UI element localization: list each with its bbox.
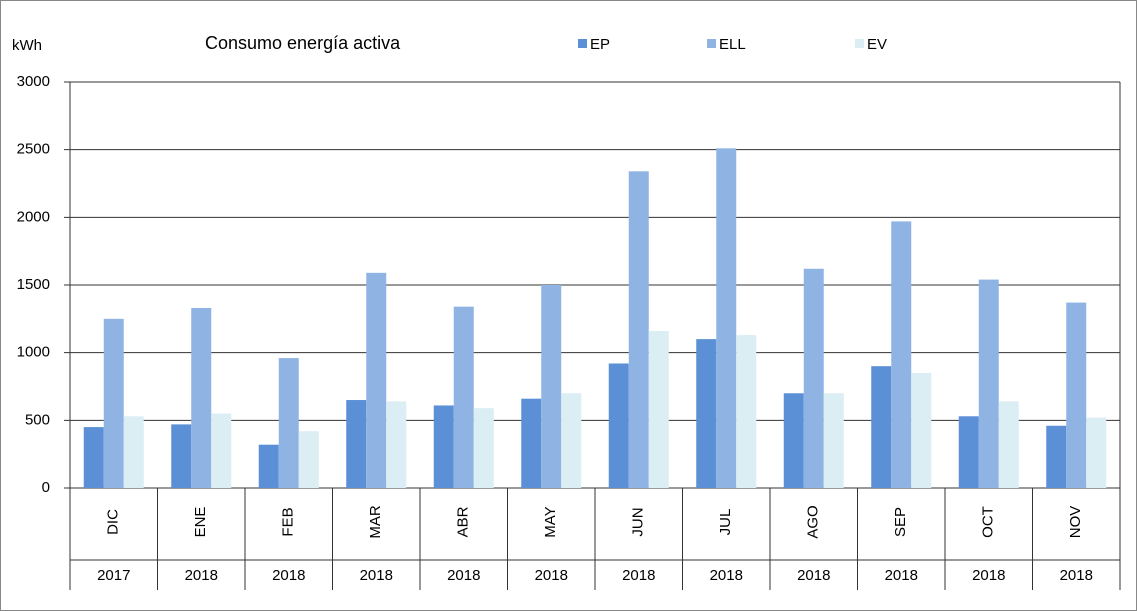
x-tick-label: OCT — [980, 506, 997, 538]
bar — [783, 393, 804, 488]
bar — [453, 306, 474, 488]
bar — [433, 405, 454, 488]
bar — [871, 366, 892, 488]
x-group-label: 2018 — [447, 567, 480, 584]
y-tick-label: 1500 — [17, 276, 50, 293]
bar — [83, 427, 104, 488]
x-group-label: 2018 — [360, 567, 393, 584]
x-group-label: 2017 — [97, 567, 130, 584]
y-tick-label: 2500 — [17, 141, 50, 158]
y-tick-label: 2000 — [17, 208, 50, 225]
x-tick-label: JUL — [717, 509, 734, 536]
x-tick-label: MAY — [542, 506, 559, 537]
chart-title: Consumo energía activa — [205, 33, 401, 53]
x-group-label: 2018 — [1060, 567, 1093, 584]
x-group-label: 2018 — [885, 567, 918, 584]
x-tick-label: ABR — [455, 506, 472, 537]
bar — [521, 398, 542, 488]
y-tick-label: 1000 — [17, 344, 50, 361]
x-tick-label: DIC — [105, 509, 122, 535]
bar — [803, 268, 824, 488]
bar — [386, 401, 407, 488]
legend-swatch — [578, 39, 587, 48]
bar — [998, 401, 1019, 488]
bar — [608, 363, 629, 488]
bar — [1086, 417, 1107, 488]
x-tick-label: JUN — [630, 507, 647, 536]
bar — [1046, 425, 1067, 488]
y-tick-label: 0 — [42, 479, 50, 496]
bar — [911, 372, 932, 488]
bar — [278, 358, 299, 488]
legend-label: EV — [867, 36, 887, 53]
bar — [716, 148, 737, 488]
bar — [648, 331, 669, 488]
bar — [1066, 302, 1087, 488]
bar — [736, 335, 757, 488]
bar — [211, 413, 232, 488]
bar — [891, 221, 912, 489]
bar — [823, 393, 844, 488]
bar — [561, 393, 582, 488]
bar — [541, 285, 562, 488]
x-group-label: 2018 — [272, 567, 305, 584]
bar — [346, 400, 367, 488]
bar — [258, 444, 279, 488]
bar — [696, 339, 717, 488]
bar — [628, 171, 649, 488]
bar — [366, 272, 387, 488]
x-group-label: 2018 — [797, 567, 830, 584]
legend-swatch — [707, 39, 716, 48]
y-tick-label: 500 — [25, 411, 50, 428]
bar — [171, 424, 192, 488]
bar — [958, 416, 979, 488]
x-group-label: 2018 — [185, 567, 218, 584]
x-tick-label: ENE — [192, 507, 209, 538]
bar — [123, 416, 144, 488]
x-group-label: 2018 — [622, 567, 655, 584]
x-group-label: 2018 — [710, 567, 743, 584]
x-tick-label: SEP — [892, 507, 909, 537]
legend-swatch — [855, 39, 864, 48]
x-tick-label: NOV — [1067, 506, 1084, 539]
x-tick-label: FEB — [280, 507, 297, 536]
x-group-label: 2018 — [972, 567, 1005, 584]
bar — [473, 408, 494, 488]
bar — [978, 279, 999, 488]
x-tick-label: AGO — [805, 505, 822, 538]
y-axis-label: kWh — [12, 37, 42, 54]
bar — [103, 318, 124, 488]
bar — [298, 431, 319, 488]
legend-label: EP — [590, 36, 610, 53]
bar — [191, 308, 212, 488]
x-tick-label: MAR — [367, 505, 384, 539]
x-group-label: 2018 — [535, 567, 568, 584]
legend-label: ELL — [719, 36, 746, 53]
y-tick-label: 3000 — [17, 73, 50, 90]
